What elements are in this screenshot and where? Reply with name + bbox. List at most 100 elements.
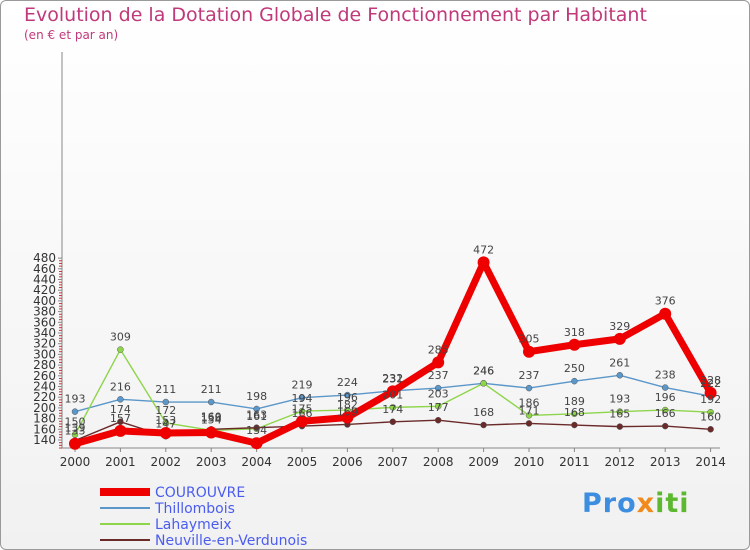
data-label: 182 (337, 399, 358, 412)
data-label: 224 (337, 376, 358, 389)
data-label: 219 (292, 379, 313, 392)
data-point (523, 345, 535, 358)
proxiti-logo: Proxiti (582, 488, 690, 519)
data-label: 134 (246, 424, 267, 437)
x-tick-label: 2004 (241, 455, 272, 469)
data-point (434, 384, 442, 392)
y-tick-label: 220 (33, 390, 56, 404)
data-label: 193 (65, 393, 86, 406)
data-label: 153 (155, 414, 176, 427)
data-label: 161 (246, 410, 267, 423)
x-tick-label: 2001 (105, 455, 136, 469)
data-label: 160 (700, 410, 721, 423)
chart-title: Evolution de la Dotation Globale de Fonc… (24, 4, 647, 26)
data-label: 246 (473, 364, 494, 377)
data-point (69, 437, 81, 450)
x-tick-label: 2002 (151, 455, 182, 469)
data-label: 305 (519, 333, 540, 346)
y-tick-label: 460 (33, 262, 56, 276)
data-label: 139 (65, 422, 86, 435)
y-tick-label: 140 (33, 433, 56, 447)
y-tick-label: 300 (33, 347, 56, 361)
data-point (117, 396, 124, 403)
data-point (205, 426, 218, 439)
data-label: 329 (609, 320, 630, 333)
data-point (250, 437, 263, 450)
data-label: 250 (564, 362, 585, 375)
data-label: 165 (609, 408, 630, 421)
x-tick-label: 2010 (514, 455, 545, 469)
data-label: 177 (428, 401, 449, 414)
data-point (616, 372, 624, 379)
data-label: 196 (655, 391, 676, 404)
legend-label: Neuville-en-Verdunois (155, 533, 307, 549)
data-point (661, 422, 669, 430)
data-label: 231 (382, 372, 403, 385)
legend-label: Thillombois (154, 501, 235, 517)
data-label: 285 (428, 343, 449, 356)
data-label: 237 (428, 369, 449, 382)
data-label: 237 (519, 369, 540, 382)
data-point (571, 377, 578, 385)
chart-subtitle: (en € et par an) (24, 28, 119, 42)
data-label: 168 (473, 406, 494, 419)
data-label: 309 (110, 331, 131, 344)
data-point (434, 416, 442, 424)
y-tick-label: 280 (33, 358, 56, 372)
data-point (571, 421, 578, 429)
data-point (477, 256, 490, 269)
x-tick-label: 2011 (559, 455, 590, 469)
x-tick-label: 2005 (287, 455, 318, 469)
data-label: 150 (65, 416, 86, 429)
data-label: 163 (246, 409, 267, 422)
data-point (389, 404, 397, 411)
y-tick-label: 320 (33, 337, 56, 351)
data-label: 169 (337, 405, 358, 418)
data-point (298, 394, 306, 401)
data-label: 189 (564, 395, 585, 408)
data-label: 201 (382, 388, 403, 401)
y-tick-label: 360 (33, 315, 56, 329)
data-label: 196 (337, 391, 358, 404)
y-tick-label: 180 (33, 412, 56, 426)
data-point (434, 403, 442, 410)
data-label: 160 (201, 410, 222, 423)
data-point (525, 384, 533, 392)
data-point (114, 424, 127, 437)
x-tick-label: 2013 (650, 455, 681, 469)
x-tick-label: 2003 (196, 455, 227, 469)
data-label: 216 (110, 380, 131, 393)
y-tick-label: 480 (33, 251, 56, 265)
data-label: 133 (65, 425, 86, 438)
data-label: 211 (155, 383, 176, 396)
legend-label: Lahaymeix (155, 517, 232, 533)
y-tick-label: 380 (33, 305, 56, 319)
x-tick-label: 2006 (332, 455, 363, 469)
data-point (707, 426, 714, 433)
data-point (661, 406, 669, 414)
data-point (341, 411, 354, 424)
data-point (162, 419, 170, 427)
data-point (568, 338, 581, 351)
data-point (613, 332, 626, 345)
data-label: 158 (201, 411, 222, 424)
data-label: 232 (382, 372, 403, 385)
data-point (659, 307, 672, 320)
data-point (71, 408, 79, 415)
data-point (386, 385, 399, 398)
y-tick-label: 400 (33, 294, 56, 308)
data-label: 222 (700, 377, 721, 390)
data-label: 172 (155, 404, 176, 417)
data-label: 228 (700, 374, 721, 387)
data-point (704, 386, 717, 399)
data-point (525, 420, 533, 427)
data-label: 166 (292, 407, 313, 420)
x-tick-label: 2007 (378, 455, 409, 469)
data-label: 175 (292, 402, 313, 415)
x-tick-label: 2014 (695, 455, 726, 469)
y-tick-label: 160 (33, 422, 56, 436)
data-point (117, 418, 124, 426)
y-tick-label: 340 (33, 326, 56, 340)
data-label: 166 (655, 407, 676, 420)
